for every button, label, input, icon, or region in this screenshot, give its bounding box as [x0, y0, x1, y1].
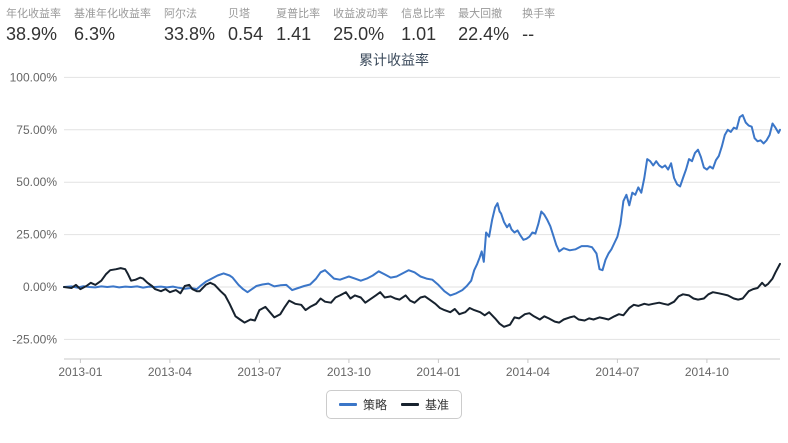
metric-item-3: 贝塔 0.54 [228, 7, 263, 47]
metric-item-6: 信息比率 1.01 [401, 7, 445, 47]
metric-value: 6.3% [74, 24, 116, 44]
series-line-基准 [63, 262, 781, 328]
y-axis-tick-label: 75.00% [16, 123, 57, 137]
x-axis-tick-label: 2014-10 [685, 365, 729, 379]
x-axis-tick-label: 2013-10 [327, 365, 371, 379]
series-line-策略 [63, 114, 781, 297]
metric-item-0: 年化收益率 38.9% [6, 7, 61, 47]
x-axis-tick-label: 2014-01 [416, 365, 460, 379]
metric-item-4: 夏普比率 1.41 [276, 7, 320, 47]
legend-swatch [338, 403, 357, 406]
metric-label: 基准年化收益率 [74, 8, 151, 20]
metric-label: 信息比率 [401, 8, 446, 20]
metric-item-1: 基准年化收益率 6.3% [74, 7, 151, 47]
metrics-bar: 年化收益率 38.9% 基准年化收益率 6.3% 阿尔法 33.8% 贝塔 0.54 夏普比率 1… [0, 0, 788, 47]
y-axis-tick-label: 100.00% [10, 70, 58, 84]
metric-value: 38.9% [6, 24, 58, 44]
metric-value: 33.8% [164, 24, 216, 44]
x-axis-tick-label: 2013-04 [148, 365, 192, 379]
metric-item-8: 换手率 -- [522, 7, 555, 47]
legend-label: 策略 [362, 398, 387, 412]
chart-legend-row: 策略 基准 [0, 390, 788, 419]
chart-legend: 策略 基准 [325, 390, 463, 419]
y-axis-tick-label: 50.00% [16, 175, 57, 189]
metric-label: 贝塔 [228, 8, 251, 20]
legend-item-策略[interactable]: 策略 [338, 396, 387, 413]
legend-label: 基准 [425, 398, 450, 412]
metric-label: 夏普比率 [276, 8, 321, 20]
y-axis-tick-label: -25.00% [12, 332, 57, 346]
x-axis-tick-label: 2014-07 [595, 365, 639, 379]
legend-item-基准[interactable]: 基准 [401, 396, 449, 413]
metric-item-2: 阿尔法 33.8% [164, 7, 215, 47]
legend-swatch [401, 403, 419, 406]
metric-value: 22.4% [458, 24, 510, 44]
metric-value: 1.01 [401, 24, 437, 44]
x-axis-tick-label: 2013-07 [237, 365, 281, 379]
chart-title: 累计收益率 [359, 52, 429, 68]
metric-label: 换手率 [522, 8, 556, 20]
metric-label: 最大回撤 [458, 8, 503, 20]
x-axis-tick-label: 2014-04 [506, 365, 550, 379]
y-axis-tick-label: 25.00% [16, 228, 57, 242]
cumulative-returns-chart: 100.00% 75.00% 50.00% 25.00% 0.00% -25.00% 201… [10, 70, 781, 379]
metric-item-7: 最大回撤 22.4% [458, 7, 509, 47]
metric-label: 阿尔法 [164, 8, 197, 20]
metric-value: 0.54 [228, 24, 264, 44]
y-axis-tick-label: 0.00% [23, 280, 57, 294]
metric-value: 1.41 [276, 24, 312, 44]
metric-value: 25.0% [333, 24, 385, 44]
metric-item-5: 收益波动率 25.0% [333, 7, 388, 47]
metric-label: 收益波动率 [333, 8, 389, 20]
metric-value: -- [522, 24, 535, 44]
x-axis-tick-label: 2013-01 [58, 365, 102, 379]
metric-label: 年化收益率 [6, 8, 61, 20]
